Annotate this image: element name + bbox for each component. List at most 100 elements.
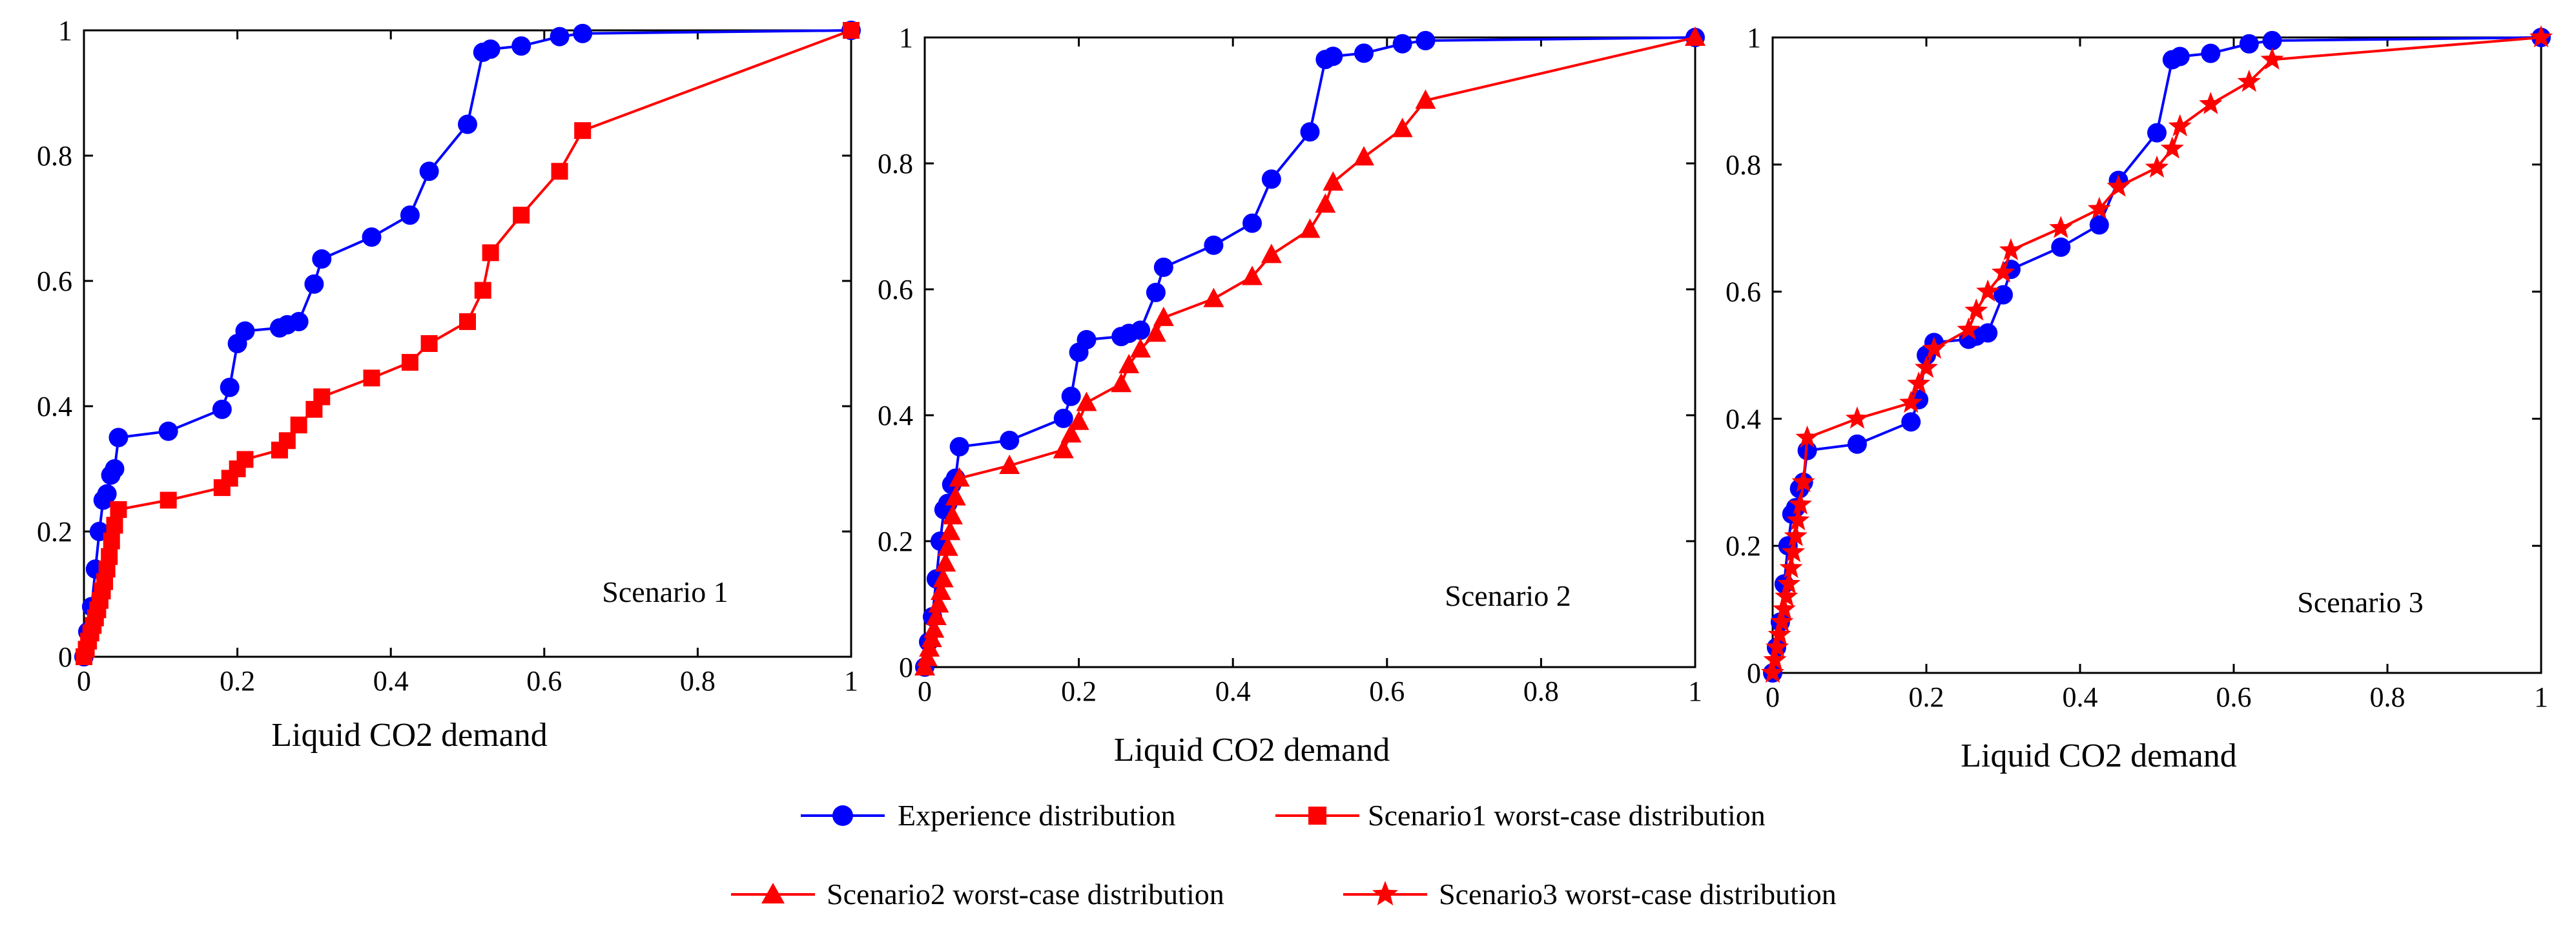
data-point-triangle (1076, 391, 1097, 411)
data-point-star (1763, 648, 1787, 670)
data-point-star (1976, 279, 2000, 302)
legend-label-scenario1: Scenario1 worst-case distribution (1368, 799, 1766, 832)
legend-label-scenario3: Scenario3 worst-case distribution (1439, 878, 1837, 911)
data-point-star (2160, 136, 2184, 159)
data-point-square (103, 532, 120, 550)
data-point-star (1914, 355, 1939, 378)
data-point-circle (1053, 408, 1073, 428)
data-point-circle (1146, 282, 1166, 302)
data-point-star (2199, 92, 2223, 114)
x-tick-label: 1 (844, 665, 858, 697)
series-circle (74, 21, 861, 666)
data-point-square (574, 122, 592, 139)
data-point-triangle (949, 467, 970, 487)
data-point-star (1779, 555, 1803, 578)
data-point-star (2049, 216, 2073, 238)
series-square (76, 22, 860, 665)
y-tick-label: 0.6 (1726, 276, 1761, 308)
data-point-square (278, 432, 296, 449)
x-tick-label: 0.8 (680, 665, 716, 697)
data-point-triangle (1415, 89, 1436, 109)
data-point-star (1922, 336, 1946, 359)
data-point-square (106, 517, 123, 534)
data-point-circle (312, 249, 332, 269)
x-tick-label: 0.8 (2370, 681, 2406, 713)
x-tick-label: 0.2 (1909, 681, 1944, 713)
chart-panel-1: 0 0.2 0.4 0.6 0.8 1 0 0.2 0.4 0.6 0.8 1 Liquid CO2 d… (37, 15, 861, 754)
x-tick-label: 0.6 (2216, 681, 2252, 713)
data-point-square (551, 163, 568, 180)
chart-panel-3: 0 0.2 0.4 0.6 0.8 1 0 0.2 0.4 0.6 0.8 1 Liquid CO2 d… (1726, 22, 2553, 774)
data-point-circle (511, 36, 531, 56)
y-tick-label: 1 (899, 22, 913, 54)
data-point-circle (2051, 237, 2071, 257)
data-point-star (1899, 390, 1923, 413)
data-point-star (1791, 469, 1815, 493)
y-tick-label: 1 (58, 15, 72, 46)
y-tick-label: 0.8 (878, 148, 913, 180)
data-point-triangle (935, 552, 956, 572)
y-tick-label: 0 (1747, 657, 1761, 689)
data-point-star (1766, 635, 1789, 657)
y-tick-label: 0.4 (1726, 403, 1761, 435)
data-point-circle (1077, 330, 1097, 349)
data-point-circle (2170, 46, 2190, 67)
x-axis-label: Liquid CO2 demand (271, 717, 548, 754)
data-point-square (236, 451, 254, 468)
legend-marker-scenario2 (761, 883, 785, 903)
data-point-circle (212, 399, 232, 419)
data-point-circle (105, 459, 125, 479)
data-point-circle (1204, 235, 1224, 255)
x-tick-label: 0.2 (220, 665, 255, 697)
data-point-star (2168, 114, 2192, 137)
data-point-circle (1994, 285, 2013, 305)
x-tick-label: 1 (2534, 681, 2548, 713)
y-tick-label: 0.2 (37, 516, 72, 548)
data-point-square (474, 282, 491, 299)
y-tick-label: 0.2 (878, 526, 913, 557)
data-point-square (420, 335, 438, 352)
data-point-triangle (1060, 423, 1082, 443)
data-point-circle (1847, 434, 1867, 454)
data-point-triangle (1261, 243, 1282, 263)
data-point-square (843, 22, 860, 39)
data-point-circle (2262, 30, 2282, 50)
data-point-circle (1323, 46, 1343, 67)
y-tick-label: 0.8 (37, 140, 72, 172)
data-point-circle (1000, 431, 1020, 450)
data-point-circle (1416, 30, 1436, 50)
data-point-square (482, 244, 499, 262)
data-point-circle (2147, 123, 2167, 143)
data-point-star (1907, 371, 1931, 394)
x-tick-label: 0.8 (1523, 675, 1559, 707)
data-point-triangle (940, 521, 961, 541)
legend-marker-scenario1 (1308, 807, 1326, 825)
data-point-circle (1261, 169, 1281, 189)
data-point-circle (1978, 323, 1998, 343)
data-point-circle (400, 205, 420, 225)
data-point-star (1964, 298, 1988, 321)
legend-row-2: Scenario2 worst-case distribution Scenar… (731, 878, 1837, 911)
legend-entry-scenario2: Scenario2 worst-case distribution (731, 878, 1224, 911)
data-point-circle (97, 484, 117, 504)
series-star (1760, 25, 2553, 683)
data-point-square (110, 501, 127, 519)
data-point-triangle (937, 536, 958, 556)
data-point-star (1795, 425, 1819, 448)
data-point-star (1782, 540, 1806, 562)
data-point-circle (1061, 386, 1081, 406)
data-point-triangle (1685, 26, 1705, 46)
legend-entry-scenario3: Scenario3 worst-case distribution (1343, 878, 1837, 911)
data-point-circle (1131, 320, 1151, 340)
data-point-triangle (942, 505, 963, 524)
data-point-star (1786, 508, 1810, 531)
data-point-circle (480, 39, 500, 59)
data-point-circle (458, 114, 477, 134)
data-point-circle (2201, 43, 2221, 63)
series-circle (1763, 28, 2551, 683)
data-point-star (1957, 317, 1981, 340)
plot-frame (1771, 36, 2542, 674)
data-point-circle (949, 437, 969, 457)
data-point-circle (1153, 257, 1173, 277)
data-point-triangle (1145, 322, 1166, 342)
